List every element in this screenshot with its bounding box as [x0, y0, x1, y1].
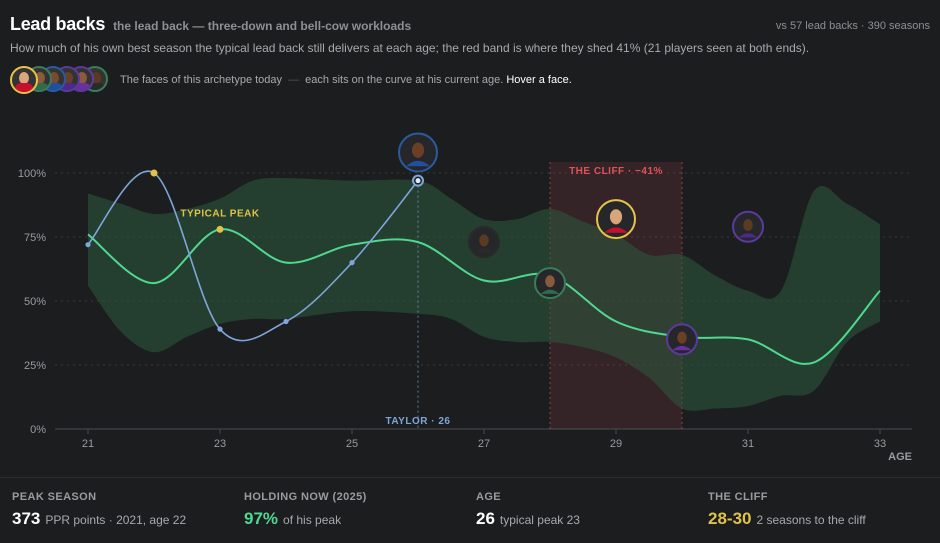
- player-face-on-curve[interactable]: [534, 267, 566, 300]
- title-row: Lead backs the lead back — three-down an…: [10, 14, 930, 35]
- player-face-thumb[interactable]: [10, 66, 38, 94]
- stat-age: AGE 26 typical peak 23: [476, 491, 580, 529]
- face-stack[interactable]: [10, 66, 108, 94]
- x-tick-label: 27: [478, 438, 490, 450]
- player-peak-point: [150, 169, 158, 177]
- stat-value: 373: [12, 509, 41, 528]
- x-tick-label: 25: [346, 438, 358, 450]
- player-face-on-curve[interactable]: [468, 226, 500, 259]
- stat-label: AGE: [476, 491, 502, 503]
- player-point: [283, 318, 289, 325]
- face-head: [411, 142, 425, 158]
- stat-label: PEAK SEASON: [12, 491, 97, 503]
- face-jersey: [604, 227, 628, 233]
- face-jersey: [738, 233, 758, 238]
- stat-note: of his peak: [283, 513, 342, 527]
- stat-holding-now: HOLDING NOW (2025) 97% of his peak: [244, 491, 367, 529]
- face-head: [743, 218, 753, 231]
- faces-caption-text: The faces of this archetype today: [120, 74, 283, 86]
- stat-value: 97%: [244, 509, 279, 528]
- y-tick-label: 25%: [24, 360, 46, 372]
- face-head: [609, 209, 623, 225]
- x-tick-label: 31: [742, 438, 754, 450]
- player-point: [85, 242, 91, 248]
- stat-label: HOLDING NOW (2025): [244, 491, 367, 503]
- x-tick-label: 33: [874, 438, 886, 450]
- y-tick-label: 75%: [24, 232, 46, 244]
- player-face-on-curve[interactable]: [732, 210, 764, 243]
- y-tick-label: 50%: [24, 296, 46, 308]
- x-tick-label: 29: [610, 438, 622, 450]
- x-tick-label: 23: [214, 438, 226, 450]
- hover-hint: Hover a face.: [506, 74, 572, 86]
- face-head: [545, 275, 555, 288]
- typical-peak-label: TYPICAL PEAK: [180, 208, 259, 219]
- typical-peak-point: [216, 225, 224, 233]
- x-tick-label: 21: [82, 438, 94, 450]
- player-point: [349, 260, 355, 266]
- player-face-on-curve[interactable]: [666, 323, 698, 356]
- cliff-label: THE CLIFF · −41%: [569, 166, 663, 177]
- face-head: [479, 234, 489, 247]
- y-tick-label: 0%: [30, 424, 46, 436]
- chart-description: How much of his own best season the typi…: [10, 41, 810, 55]
- face-jersey: [474, 248, 494, 253]
- page-subtitle: the lead back — three-down and bell-cow …: [113, 19, 412, 33]
- sample-meta: vs 57 lead backs · 390 seasons: [775, 20, 930, 32]
- player-face-on-curve[interactable]: [596, 199, 636, 240]
- stat-value: 26: [476, 509, 495, 528]
- footer-divider: [0, 477, 940, 478]
- face-head: [677, 331, 687, 344]
- y-tick-label: 100%: [18, 168, 46, 180]
- face-jersey: [672, 345, 692, 351]
- stat-value: 28-30: [708, 509, 752, 528]
- faces-caption-rest: each sits on the curve at his current ag…: [305, 74, 504, 86]
- stat-label: THE CLIFF: [708, 491, 768, 503]
- stat-note: typical peak 23: [499, 513, 580, 527]
- player-point: [217, 326, 223, 332]
- faces-caption: The faces of this archetype today — each…: [120, 74, 572, 86]
- player-current-dot: [415, 178, 421, 184]
- faces-caption-separator: —: [288, 74, 300, 86]
- x-axis-label: AGE: [888, 451, 912, 463]
- player-curve: [87, 170, 419, 342]
- stat-note: PPR points · 2021, age 22: [45, 513, 187, 527]
- player-age-label: TAYLOR · 26: [386, 416, 451, 427]
- page-title: Lead backs: [10, 14, 106, 34]
- archetype-faces: The faces of this archetype today — each…: [10, 66, 572, 94]
- stat-the-cliff: THE CLIFF 28-30 2 seasons to the cliff: [708, 491, 866, 529]
- stat-note: 2 seasons to the cliff: [756, 513, 866, 527]
- face-jersey: [540, 289, 560, 294]
- face-jersey: [406, 160, 430, 167]
- chart-header: Lead backs the lead back — three-down an…: [10, 14, 930, 55]
- player-face-on-curve[interactable]: [398, 132, 438, 173]
- stat-peak-season: PEAK SEASON 373 PPR points · 2021, age 2…: [12, 491, 186, 529]
